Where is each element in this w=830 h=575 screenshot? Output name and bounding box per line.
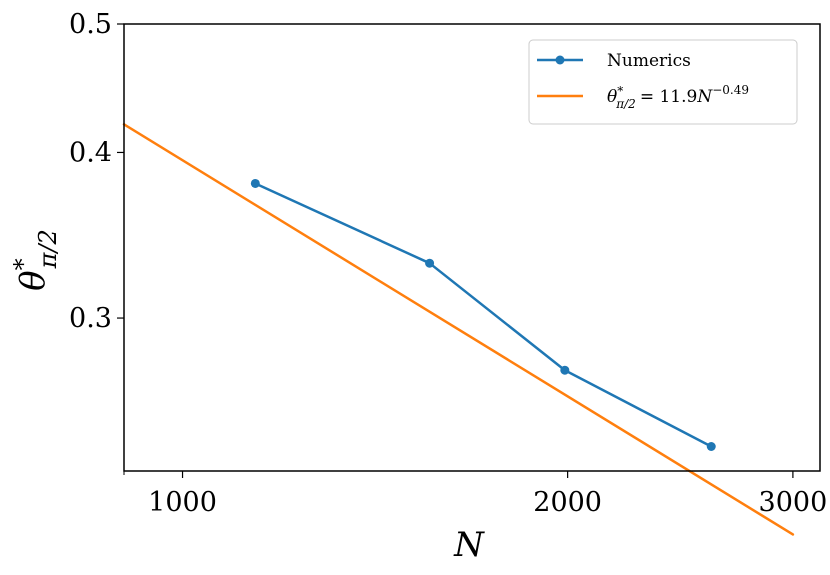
- legend-label-fit: θ* π/2 = 11.9N−0.49: [607, 83, 749, 111]
- y-label-sup: *: [9, 258, 37, 270]
- svg-text:θ*π/2: θ*π/2: [9, 229, 62, 291]
- x-axis-label: N: [453, 525, 485, 565]
- y-tick-label: 0.4: [69, 137, 112, 168]
- series-line-0: [254, 182, 713, 448]
- legend-marker-numerics: [555, 55, 565, 65]
- plot-frame: [123, 23, 821, 472]
- data-point: [425, 258, 435, 268]
- y-label-sub: π/2: [34, 229, 62, 269]
- x-axis: 1000 2000 3000: [123, 471, 828, 518]
- legend-box: [528, 39, 798, 125]
- data-point: [250, 178, 260, 188]
- y-axis-label: θ*π/2: [9, 229, 62, 291]
- y-tick-label: 0.3: [69, 303, 112, 334]
- legend-label-numerics: Numerics: [607, 51, 691, 71]
- legend: Numerics θ* π/2 = 11.9N−0.49: [528, 39, 798, 125]
- data-point: [560, 365, 570, 375]
- y-axis: 0.3 0.4 0.5: [69, 9, 124, 334]
- series-line-1: [122, 123, 795, 536]
- x-tick-label: 1000: [148, 487, 217, 518]
- x-tick-label: 2000: [533, 487, 602, 518]
- y-tick-label: 0.5: [69, 9, 112, 40]
- y-label-base: θ: [13, 270, 53, 290]
- x-tick-label: 3000: [759, 487, 828, 518]
- data-point: [706, 442, 716, 451]
- plot-lines: [122, 123, 795, 536]
